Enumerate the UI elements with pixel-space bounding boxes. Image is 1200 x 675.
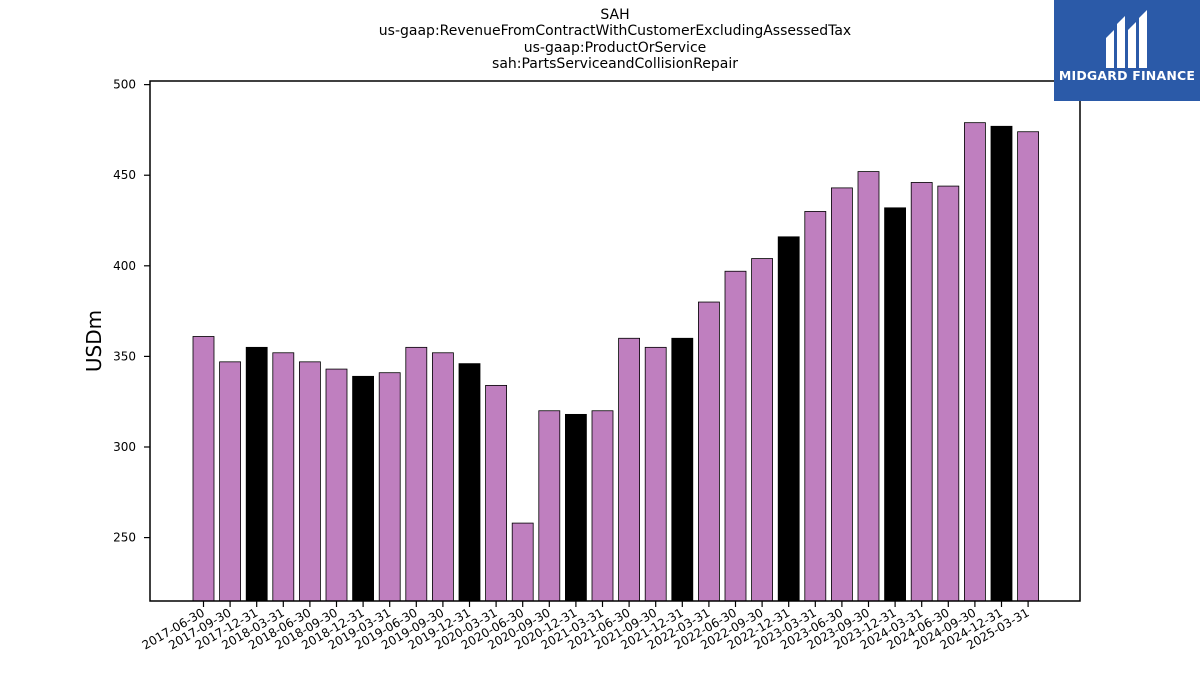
bar-2020-09-30 (538, 410, 561, 602)
bar-2019-12-31 (458, 363, 481, 602)
bar-2024-09-30 (964, 122, 986, 602)
bar-2020-03-31 (485, 384, 508, 602)
bar-2022-09-30 (751, 258, 773, 602)
bar-2018-12-31 (352, 375, 375, 602)
bar-2021-09-30 (644, 346, 667, 602)
title-line-concept: us-gaap:RevenueFromContractWithCustomerE… (378, 23, 852, 39)
bar-2023-06-30 (831, 187, 853, 602)
title-line-axis: us-gaap:ProductOrService (523, 40, 707, 56)
bar-2017-09-30 (219, 361, 242, 602)
bar-2022-03-31 (698, 301, 720, 602)
bar-2021-06-30 (618, 337, 640, 602)
bar-2023-09-30 (857, 171, 880, 602)
bar-2025-03-31 (1017, 131, 1039, 602)
title-line-ticker: SAH (600, 7, 630, 23)
bar-2022-06-30 (724, 270, 747, 602)
bar-2024-12-31 (990, 125, 1013, 602)
bar-2024-06-30 (937, 185, 960, 602)
bar-2021-12-31 (671, 337, 694, 602)
bar-2023-03-31 (804, 211, 827, 602)
bar-2018-06-30 (298, 361, 321, 602)
bar-2021-03-31 (591, 410, 614, 602)
y-tick-label-350: 350 (113, 349, 136, 363)
midgard-logo: MIDGARD FINANCE (1054, 0, 1200, 101)
bar-2019-03-31 (378, 372, 401, 602)
bar-2018-09-30 (325, 368, 348, 602)
bar-2019-09-30 (431, 352, 454, 602)
bar-2020-06-30 (511, 522, 534, 602)
midgard-logo-icon (1106, 10, 1147, 68)
y-tick-label-450: 450 (113, 168, 136, 182)
bar-2020-12-31 (565, 413, 587, 602)
y-tick-label-250: 250 (113, 531, 136, 545)
bar-2018-03-31 (272, 352, 295, 602)
y-tick-label-300: 300 (113, 440, 136, 454)
y-tick-label-400: 400 (113, 259, 136, 273)
logo-text: MIDGARD FINANCE (1058, 68, 1196, 83)
bar-2019-06-30 (405, 346, 428, 602)
y-tick-label-500: 500 (113, 78, 136, 92)
bar-2022-12-31 (777, 236, 800, 602)
title-line-member: sah:PartsServiceandCollisionRepair (492, 56, 738, 72)
bar-2024-03-31 (910, 182, 933, 602)
bar-2017-06-30 (192, 336, 215, 602)
y-axis-label: USDm (82, 310, 106, 372)
bar-2023-12-31 (884, 207, 906, 602)
plot-frame (149, 80, 1081, 602)
bar-2017-12-31 (245, 346, 268, 602)
